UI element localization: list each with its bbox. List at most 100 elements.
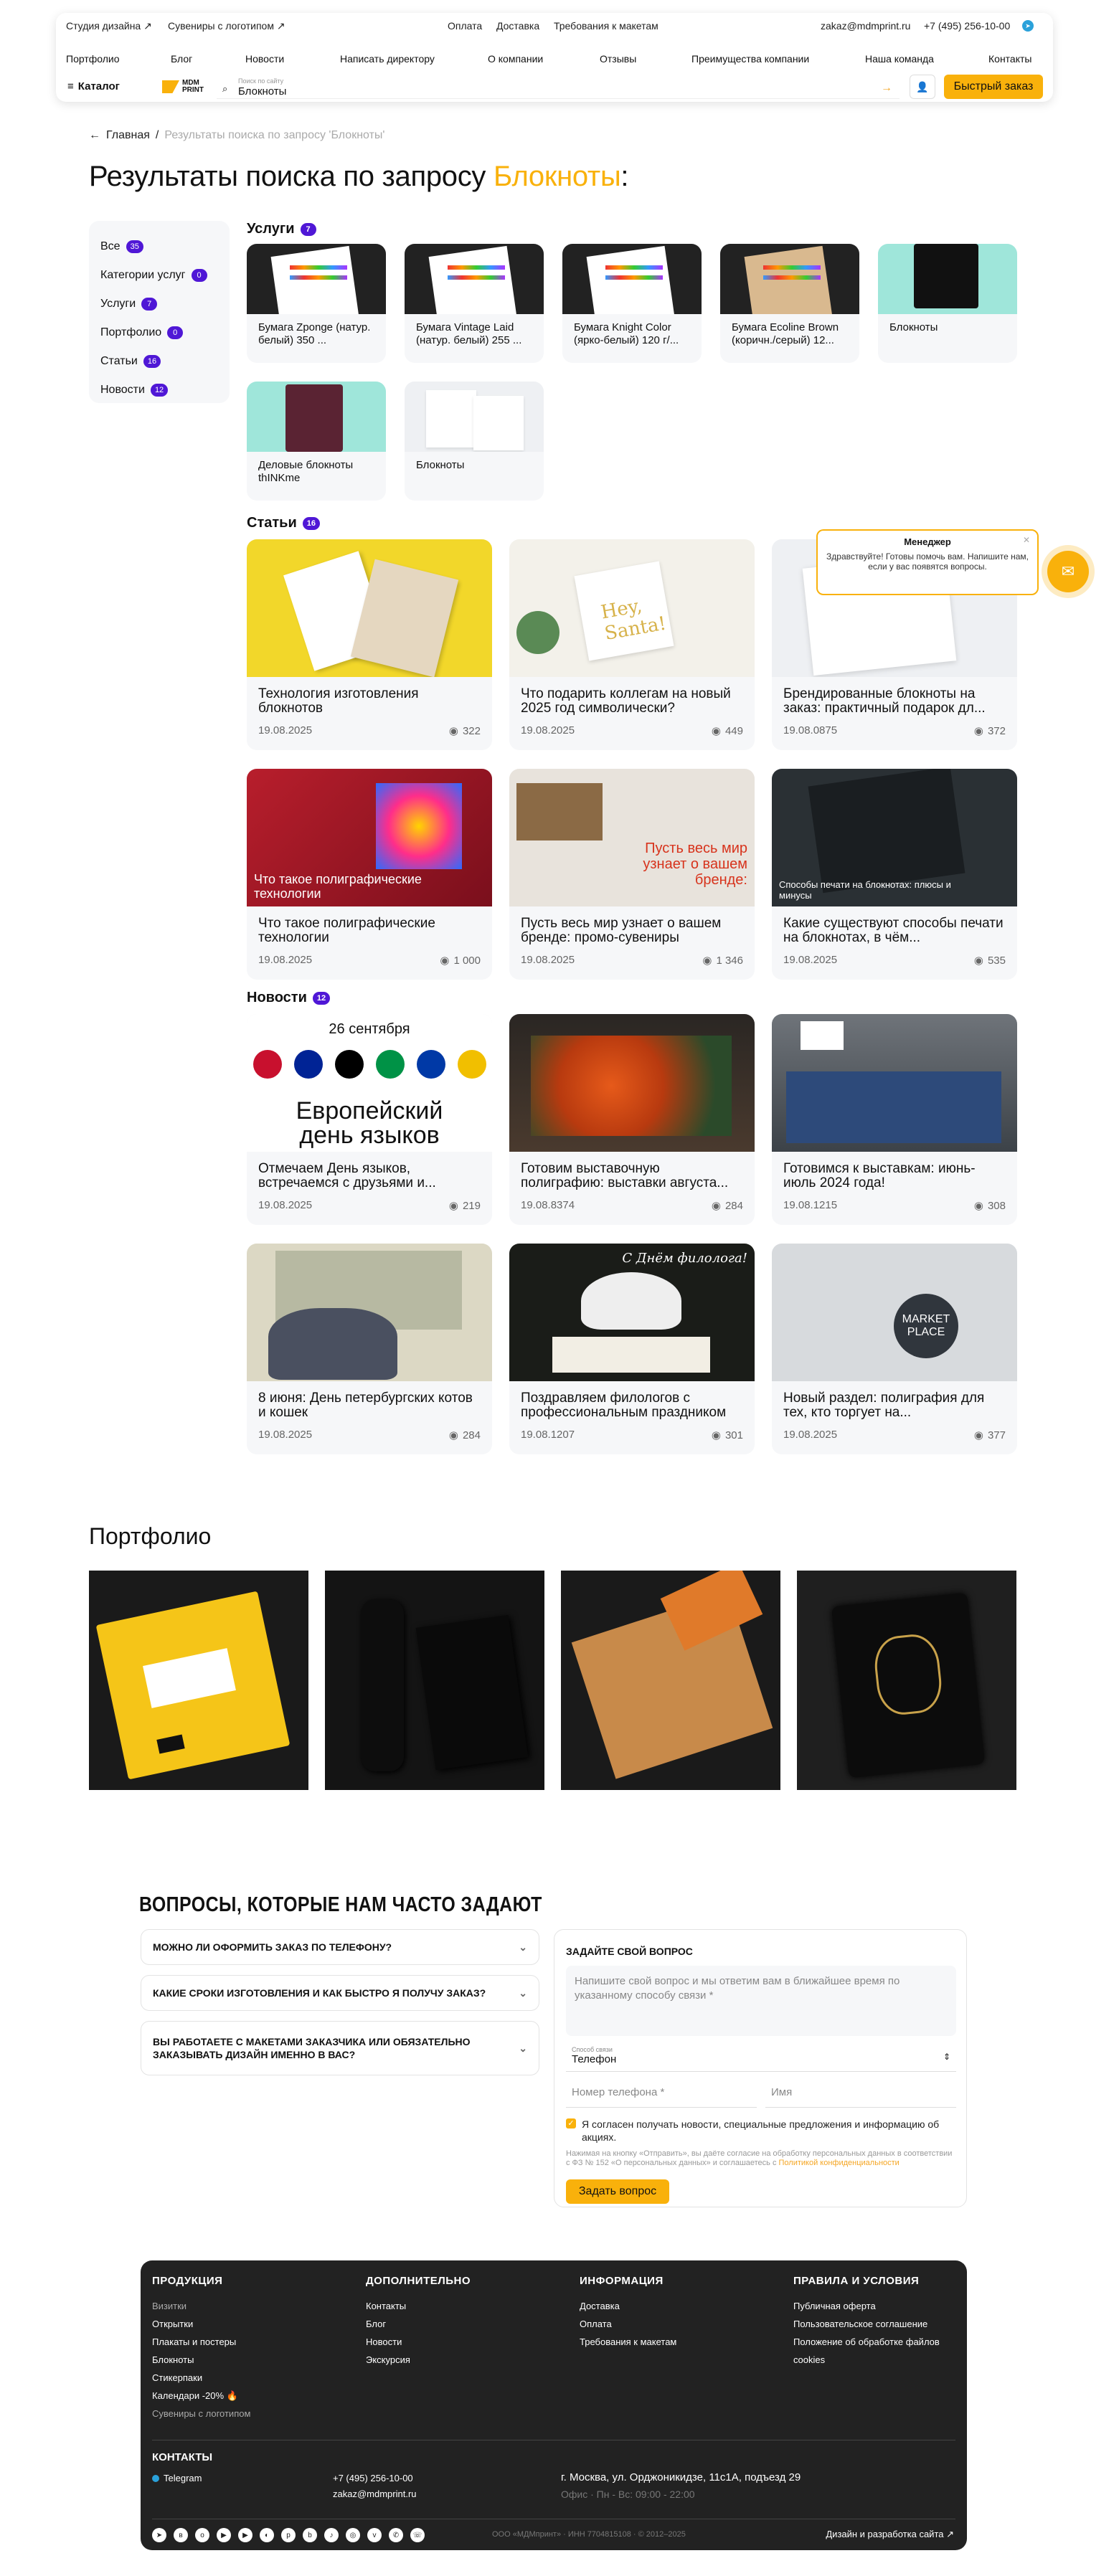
faq-question[interactable]: МОЖНО ЛИ ОФОРМИТЬ ЗАКАЗ ПО ТЕЛЕФОНУ? ⌄ — [141, 1929, 539, 1965]
faq-question[interactable]: КАКИЕ СРОКИ ИЗГОТОВЛЕНИЯ И КАК БЫСТРО Я … — [141, 1975, 539, 2011]
nav-about[interactable]: О компании — [488, 53, 544, 65]
design-credit-link[interactable]: Дизайн и разработка сайта ↗ — [826, 2529, 954, 2539]
arrow-right-icon[interactable]: → — [881, 82, 892, 94]
quick-order-button[interactable]: Быстрый заказ — [944, 75, 1043, 99]
behance-icon[interactable]: b — [303, 2528, 317, 2542]
footer-link[interactable]: Требования к макетам — [580, 2336, 677, 2347]
footer-link[interactable]: Сувениры с логотипом — [152, 2408, 251, 2419]
pinterest-icon[interactable]: p — [281, 2528, 296, 2542]
telegram-icon[interactable]: ➤ — [1022, 20, 1034, 32]
article-card[interactable]: Что такое полиграфические технологии Что … — [247, 769, 492, 980]
news-card[interactable]: С Днём филолога! Поздравляем филологов с … — [509, 1244, 755, 1454]
nav-director[interactable]: Написать директору — [340, 53, 435, 65]
filter-item[interactable]: Портфолио 0 — [89, 318, 230, 347]
catalog-button[interactable]: ≡ Каталог — [67, 80, 120, 93]
logo[interactable]: MDM PRINT — [162, 78, 205, 95]
footer-link[interactable]: Доставка — [580, 2301, 620, 2311]
header-phone[interactable]: +7 (495) 256-10-00 — [924, 20, 1011, 32]
service-card[interactable]: Бумага Vintage Laid (натур. белый) 255 .… — [405, 244, 544, 363]
service-card[interactable]: Бумага Ecoline Brown (коричн./серый) 12.… — [720, 244, 859, 363]
footer-link[interactable]: Оплата — [580, 2319, 612, 2329]
design-studio-link[interactable]: Студия дизайна ↗ — [66, 20, 152, 32]
filter-item[interactable]: Статьи 16 — [89, 347, 230, 376]
footer-phone[interactable]: +7 (495) 256-10-00 — [333, 2473, 413, 2483]
news-card[interactable]: Готовим выставочную полиграфию: выставки… — [509, 1014, 755, 1225]
filter-item[interactable]: Новости 12 — [89, 376, 230, 404]
footer-link[interactable]: Экскурсия — [366, 2354, 410, 2365]
breadcrumb-home[interactable]: Главная — [106, 129, 150, 141]
news-card[interactable]: Готовимся к выставкам: июнь-июль 2024 го… — [772, 1014, 1017, 1225]
footer-link[interactable]: Плакаты и постеры — [152, 2336, 237, 2347]
portfolio-item[interactable] — [797, 1571, 1016, 1790]
nav-blog[interactable]: Блог — [171, 53, 193, 65]
article-card[interactable]: Пусть весь мир узнает о вашем бренде: Пус… — [509, 769, 755, 980]
footer-link[interactable]: Публичная оферта — [793, 2301, 876, 2311]
vk-icon[interactable]: в — [174, 2528, 188, 2542]
footer-link[interactable]: Стикерпаки — [152, 2372, 203, 2383]
faq-question[interactable]: ВЫ РАБОТАЕТЕ С МАКЕТАМИ ЗАКАЗЧИКА ИЛИ ОБ… — [141, 2021, 539, 2075]
article-card[interactable]: Технология изготовления блокнотов 19.08.2… — [247, 539, 492, 750]
rutube-icon[interactable]: ▶ — [238, 2528, 252, 2542]
footer-link[interactable]: Контакты — [366, 2301, 407, 2311]
footer-link[interactable]: Открытки — [152, 2319, 194, 2329]
footer-email[interactable]: zakaz@mdmprint.ru — [333, 2489, 417, 2499]
requirements-link[interactable]: Требования к макетам — [554, 20, 658, 32]
header-email[interactable]: zakaz@mdmprint.ru — [821, 20, 911, 32]
service-card[interactable]: Бумага Knight Color (ярко-белый) 120 г/.… — [562, 244, 702, 363]
service-card[interactable]: Блокноты — [405, 382, 544, 501]
footer-link[interactable]: Новости — [366, 2336, 402, 2347]
contact-method-select[interactable]: Способ связи Телефон ⇕ — [566, 2043, 956, 2072]
nav-reviews[interactable]: Отзывы — [600, 53, 637, 65]
phone-input[interactable]: Номер телефона * — [566, 2079, 757, 2108]
filter-item[interactable]: Категории услуг 0 — [89, 261, 230, 290]
filter-item[interactable]: Услуги 7 — [89, 290, 230, 318]
name-input[interactable]: Имя — [765, 2079, 956, 2108]
chat-icon[interactable]: ✉ — [1047, 551, 1089, 592]
telegram-icon[interactable]: ➤ — [152, 2528, 166, 2542]
footer-link[interactable]: Пользовательское соглашение — [793, 2319, 928, 2329]
service-card[interactable]: Бумага Zponge (натур. белый) 350 ... — [247, 244, 386, 363]
portfolio-item[interactable] — [325, 1571, 544, 1790]
footer-link[interactable]: Календари -20% 🔥 — [152, 2390, 238, 2401]
submit-question-button[interactable]: Задать вопрос — [566, 2179, 669, 2204]
close-icon[interactable]: ✕ — [1022, 535, 1030, 545]
tiktok-icon[interactable]: ♪ — [324, 2528, 339, 2542]
telegram-link[interactable]: Telegram — [152, 2473, 202, 2483]
privacy-link[interactable]: Политикой конфиденциальности — [778, 2159, 900, 2167]
portfolio-item[interactable] — [89, 1571, 308, 1790]
news-card[interactable]: MARKET PLACE Новый раздел: полиграфия для… — [772, 1244, 1017, 1454]
souvenirs-link[interactable]: Сувениры с логотипом ↗ — [168, 20, 285, 32]
nav-portfolio[interactable]: Портфолио — [66, 53, 120, 65]
whatsapp-icon[interactable]: ✆ — [389, 2528, 403, 2542]
filter-item[interactable]: Все 35 — [89, 232, 230, 261]
chat-popup[interactable]: ✕ Менеджер Здравствуйте! Готовы помочь в… — [816, 529, 1039, 595]
footer-link[interactable]: Блокноты — [152, 2354, 194, 2365]
check-icon[interactable]: ✓ — [566, 2118, 576, 2128]
portfolio-item[interactable] — [561, 1571, 780, 1790]
user-icon[interactable]: 👤 — [910, 75, 935, 99]
payment-link[interactable]: Оплата — [448, 20, 483, 32]
delivery-link[interactable]: Доставка — [496, 20, 540, 32]
viber-icon[interactable]: ☏ — [410, 2528, 425, 2542]
instagram-icon[interactable]: ◎ — [346, 2528, 360, 2542]
search-bar[interactable]: ⌕ Поиск по сайту Блокноты → — [217, 75, 900, 99]
footer-link[interactable]: Положение об обработке файлов cookies — [793, 2336, 940, 2365]
arrow-left-icon[interactable]: ← — [89, 129, 100, 141]
footer-link[interactable]: Блог — [366, 2319, 387, 2329]
ok-icon[interactable]: о — [195, 2528, 209, 2542]
vimeo-icon[interactable]: v — [367, 2528, 382, 2542]
dzen-icon[interactable]: ◐ — [260, 2528, 274, 2542]
article-card[interactable]: Hey, Santa! Что подарить коллегам на новый… — [509, 539, 755, 750]
nav-contacts[interactable]: Контакты — [988, 53, 1032, 65]
nav-news[interactable]: Новости — [245, 53, 285, 65]
consent-checkbox[interactable]: ✓ Я согласен получать новости, специальн… — [566, 2118, 956, 2144]
news-card[interactable]: 26 сентября Европейский день языков Отмечае… — [247, 1014, 492, 1225]
nav-advantages[interactable]: Преимущества компании — [691, 53, 810, 65]
youtube-icon[interactable]: ▶ — [217, 2528, 231, 2542]
search-input[interactable]: Блокноты — [238, 85, 287, 98]
footer-link[interactable]: Визитки — [152, 2301, 187, 2311]
service-card[interactable]: Деловые блокноты thINKme — [247, 382, 386, 501]
article-card[interactable]: Способы печати на блокнотах: плюсы и мин… — [772, 769, 1017, 980]
service-card[interactable]: Блокноты — [878, 244, 1017, 363]
news-card[interactable]: 8 июня: День петербургских котов и кошек… — [247, 1244, 492, 1454]
